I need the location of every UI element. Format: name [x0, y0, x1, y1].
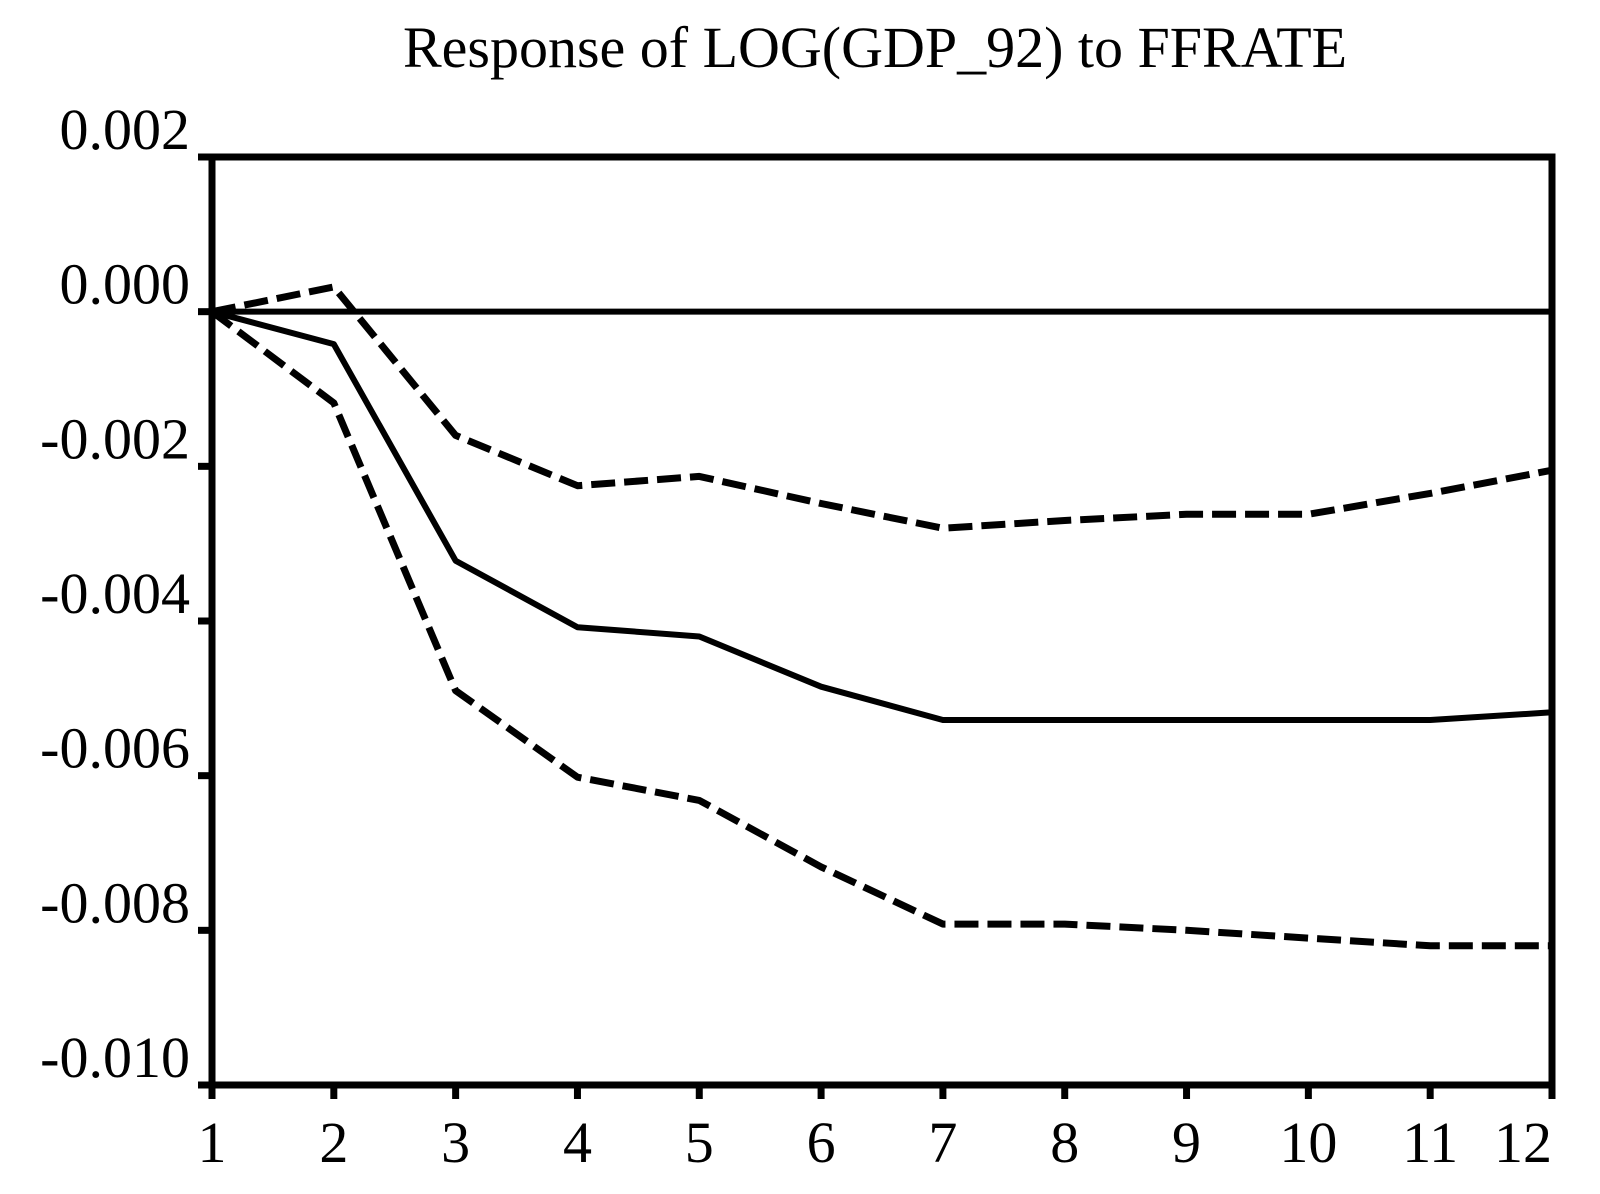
x-tick-label: 10: [1279, 1110, 1337, 1175]
x-axis: 1 2 3 4 5 6 7 8 9 10 11 12: [198, 1085, 1556, 1175]
y-tick-label: -0.004: [40, 561, 190, 626]
series-group: [209, 283, 1553, 950]
y-axis: 0.002 0.000 -0.002 -0.004 -0.006 -0.008 -0.010: [40, 97, 212, 1090]
y-tick-label: -0.008: [40, 870, 190, 935]
x-tick-label: 11: [1402, 1110, 1458, 1175]
x-tick-label: 8: [1050, 1110, 1079, 1175]
y-tick-label: 0.002: [60, 97, 191, 162]
x-tick-label: 4: [563, 1110, 592, 1175]
x-tick-label: 6: [807, 1110, 836, 1175]
x-tick-label: 7: [928, 1110, 957, 1175]
x-tick-label: 1: [198, 1110, 227, 1175]
response-line: [211, 308, 1553, 723]
plot-frame: [208, 153, 1556, 1089]
y-tick-label: 0.000: [60, 252, 191, 317]
lower-band-line: [209, 308, 1552, 950]
y-tick-label: -0.006: [40, 716, 190, 781]
y-tick-label: -0.002: [40, 406, 190, 471]
x-tick-label: 12: [1494, 1110, 1552, 1175]
x-tick-label: 3: [441, 1110, 470, 1175]
x-tick-label: 5: [685, 1110, 714, 1175]
x-tick-label: 2: [319, 1110, 348, 1175]
chart-title: Response of LOG(GDP_92) to FFRATE: [403, 15, 1347, 80]
upper-band-line: [211, 283, 1553, 532]
x-tick-label: 9: [1172, 1110, 1201, 1175]
y-tick-label: -0.010: [40, 1025, 190, 1090]
